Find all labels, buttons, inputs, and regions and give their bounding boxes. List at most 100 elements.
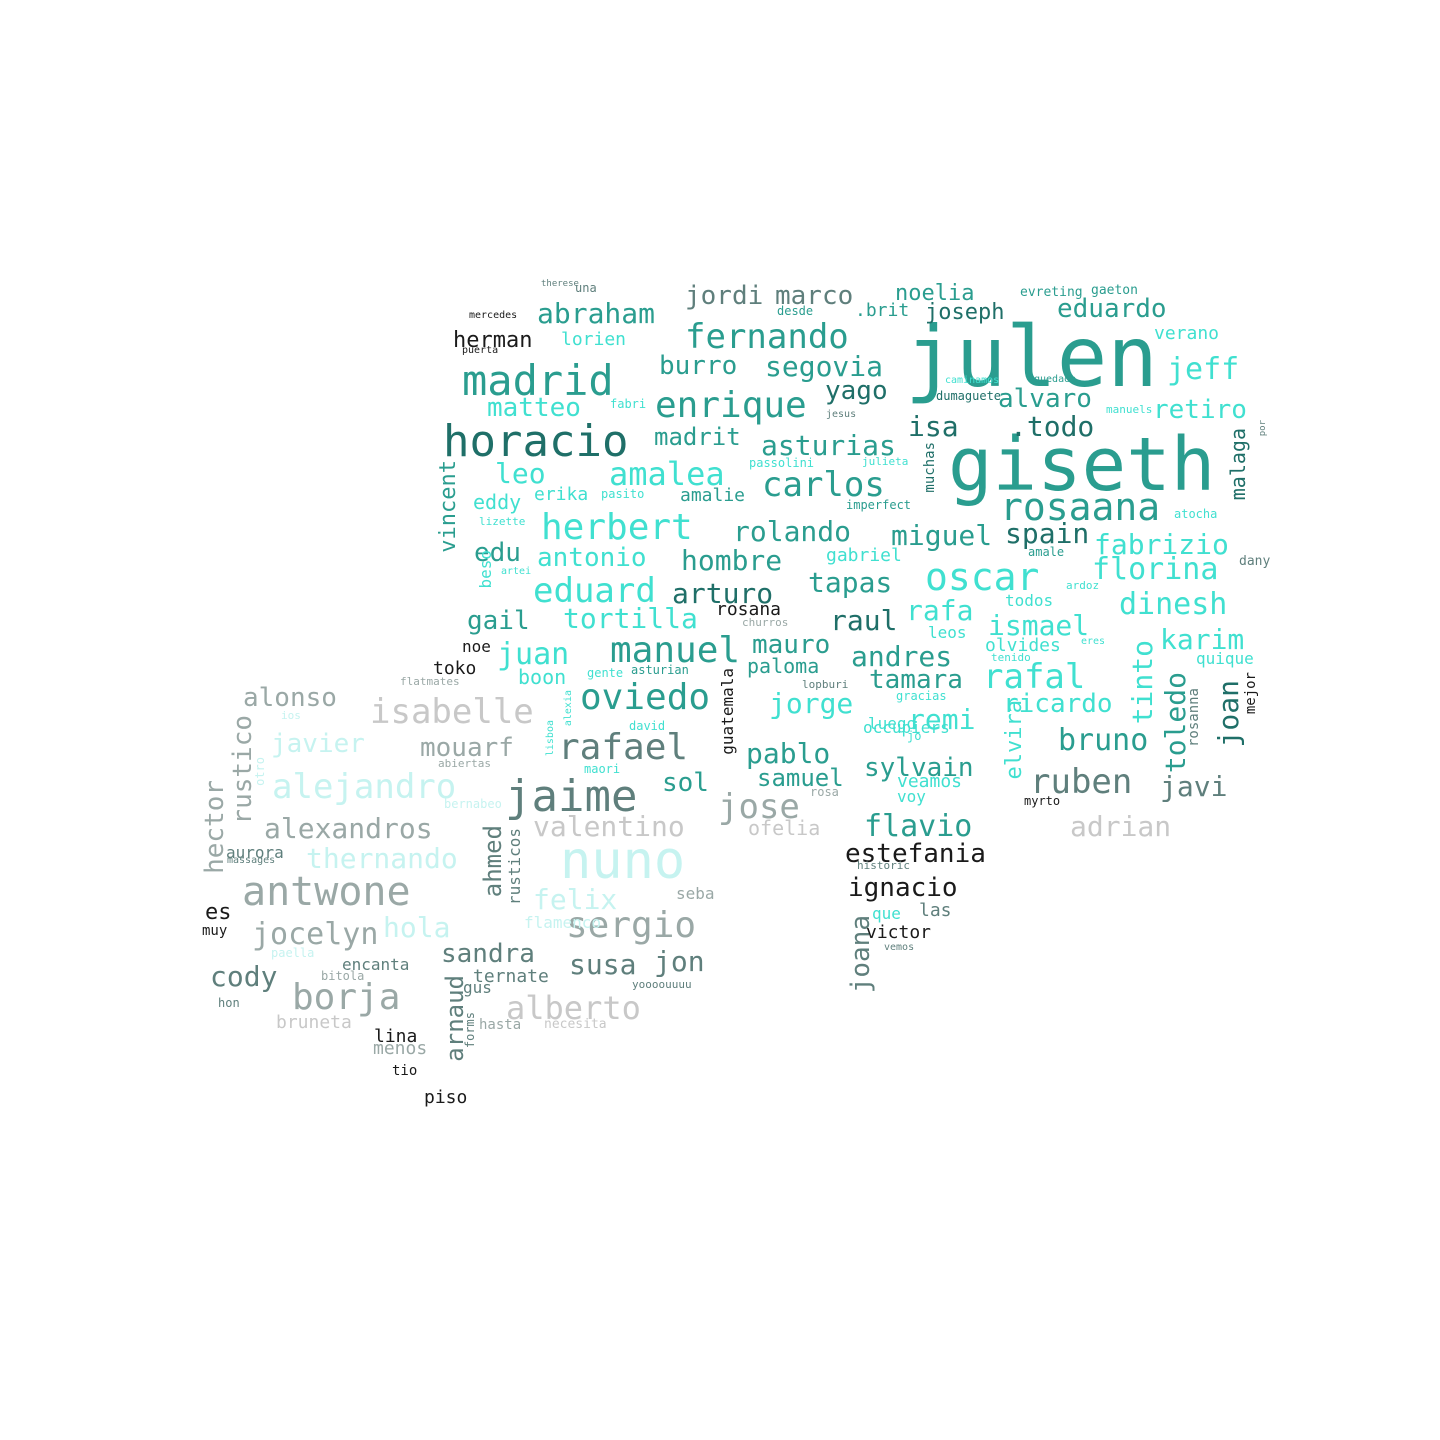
word-andres: andres xyxy=(851,640,953,673)
word-oscar: oscar xyxy=(925,555,1040,599)
word-todo: .todo xyxy=(1010,410,1095,443)
word-amalie: amalie xyxy=(680,485,746,506)
word-remi: remi xyxy=(908,703,976,736)
word-aurora: aurora xyxy=(226,843,284,862)
word-herbert: herbert xyxy=(541,507,693,548)
word-necesita: necesita xyxy=(544,1017,607,1032)
word-muchas: muchas xyxy=(922,442,938,493)
word-ismael: ismael xyxy=(988,609,1090,642)
word-es: es xyxy=(205,900,232,925)
word-toko: toko xyxy=(433,658,477,679)
word-isa: isa xyxy=(908,410,959,443)
word-rafa: rafa xyxy=(906,594,974,627)
word-horacio: horacio xyxy=(443,416,629,467)
word-jesus: jesus xyxy=(826,409,857,420)
word-felix: felix xyxy=(533,883,618,916)
word-spain: spain xyxy=(1005,517,1090,550)
word-artei: artei xyxy=(501,566,532,577)
word-juan: juan xyxy=(497,637,570,672)
word-ardoz: ardoz xyxy=(1066,579,1100,592)
word-dany: dany xyxy=(1239,554,1271,569)
word-lorien: lorien xyxy=(561,329,627,350)
word-joan: joan xyxy=(1212,680,1245,748)
word-alberto: alberto xyxy=(506,989,641,1027)
word-segovia: segovia xyxy=(765,350,884,383)
word-atocha: atocha xyxy=(1174,507,1218,521)
word-borja: borja xyxy=(292,977,401,1018)
word-marco: marco xyxy=(775,281,854,311)
word-isabelle: isabelle xyxy=(370,692,534,732)
word-las: las xyxy=(919,900,952,921)
word-samuel: samuel xyxy=(757,764,844,792)
word-rusticos: rusticos xyxy=(505,828,524,906)
word-rosanna: rosanna xyxy=(1186,688,1202,748)
word-lina: lina xyxy=(374,1026,418,1047)
word-passolini: passolini xyxy=(749,456,815,470)
word-amale: amale xyxy=(1028,545,1065,559)
word-david: david xyxy=(629,719,666,733)
word-manuel: manuel xyxy=(610,630,741,671)
word-tamara: tamara xyxy=(869,665,963,695)
word-ternate: ternate xyxy=(473,966,549,987)
word-madrit: madrit xyxy=(654,423,741,451)
word-manuels: manuels xyxy=(1106,403,1153,416)
word-paella: paella xyxy=(271,946,315,960)
word-antwone: antwone xyxy=(242,869,411,915)
word-gabriel: gabriel xyxy=(826,545,902,566)
word-sergio: sergio xyxy=(566,905,697,946)
word-noelia: noelia xyxy=(895,281,975,306)
word-seba: seba xyxy=(676,884,715,903)
word-occupiers: occupiers xyxy=(863,718,950,737)
word-veamos: veamos xyxy=(897,771,963,792)
word-jo: jo xyxy=(907,729,922,743)
word-madrid: madrid xyxy=(462,356,614,405)
word-victor: victor xyxy=(866,922,932,943)
word-miguel: miguel xyxy=(891,519,993,552)
word-hector: hector xyxy=(200,780,230,874)
word-nuno: nuno xyxy=(560,831,686,891)
word-julen: julen xyxy=(905,308,1158,406)
word-valentino: valentino xyxy=(533,810,685,843)
word-matteo: matteo xyxy=(487,393,581,423)
word-gente: gente xyxy=(587,666,624,680)
word-dumaguete: dumaguete xyxy=(936,389,1002,403)
word-abraham: abraham xyxy=(537,297,656,330)
word-ricardo: ricardo xyxy=(1003,689,1113,719)
word-mejor: mejor xyxy=(1243,672,1259,715)
word-hombre: hombre xyxy=(681,544,783,577)
word-estefania: estefania xyxy=(845,839,986,869)
word-pasito: pasito xyxy=(601,487,645,501)
word-gus: gus xyxy=(463,978,492,997)
word-sol: sol xyxy=(662,768,709,798)
word-massages: massages xyxy=(227,855,276,866)
word-quique: quique xyxy=(1196,649,1254,668)
word-ahmed: ahmed xyxy=(479,825,507,898)
word-herman: herman xyxy=(453,328,533,353)
word-erika: erika xyxy=(534,484,589,505)
word-forms: forms xyxy=(463,1012,477,1049)
word-retiro: retiro xyxy=(1153,395,1247,425)
word-vincent: vincent xyxy=(436,460,461,553)
word-antonio: antonio xyxy=(537,543,647,573)
word-thernando: thernando xyxy=(306,842,458,875)
word-flavio: flavio xyxy=(864,809,973,844)
word-eduard: eduard xyxy=(533,571,656,611)
word-menos: menos xyxy=(373,1038,428,1059)
word-ignacio: ignacio xyxy=(848,873,958,903)
word-arturo: arturo xyxy=(672,577,774,610)
word-abiertas: abiertas xyxy=(438,757,491,770)
word-puerta: puerta xyxy=(462,345,499,356)
word-ruben: ruben xyxy=(1030,762,1133,802)
word-edu: edu xyxy=(474,538,521,568)
word-rafael: rafael xyxy=(558,727,689,768)
word-guatemala: guatemala xyxy=(718,668,737,755)
word-todos: todos xyxy=(1005,591,1054,610)
word-imperfect: imperfect xyxy=(846,498,912,512)
word-asturias: asturias xyxy=(761,429,896,462)
word-lisboa: lisboa xyxy=(545,720,556,757)
word-quedado: quedado xyxy=(1034,374,1077,385)
word-jon: jon xyxy=(654,945,705,978)
word-alejandro: alejandro xyxy=(272,767,457,807)
word-joseph: joseph xyxy=(925,300,1005,325)
word-jordi: jordi xyxy=(685,281,764,311)
